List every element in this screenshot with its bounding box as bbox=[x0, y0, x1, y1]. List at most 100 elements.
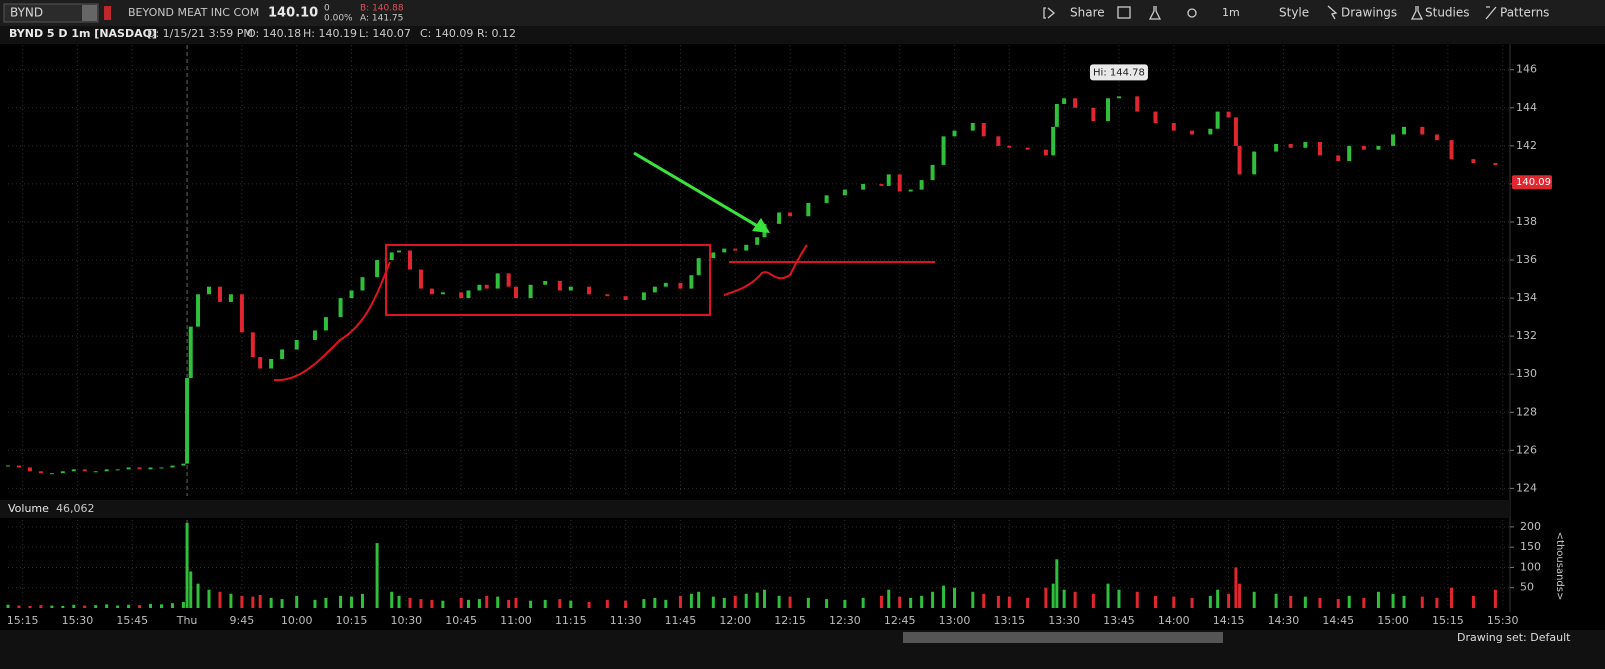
button[interactable]: Studies bbox=[1425, 6, 1470, 20]
info: D: 1/15/21 3:59 PM bbox=[147, 27, 253, 40]
volume-bar bbox=[1051, 583, 1055, 608]
candle bbox=[1233, 117, 1238, 146]
x-tick-label: 10:15 bbox=[336, 614, 368, 627]
volume-bar bbox=[825, 599, 829, 608]
volume-bar bbox=[1135, 591, 1139, 608]
candle bbox=[159, 467, 164, 469]
candle bbox=[1208, 128, 1213, 135]
volume-bar bbox=[441, 600, 445, 608]
info-bar bbox=[0, 26, 1605, 44]
candle bbox=[170, 465, 175, 468]
volume-bar bbox=[920, 595, 924, 608]
x-tick-label: 11:15 bbox=[555, 614, 587, 627]
drawing-curve bbox=[273, 261, 391, 382]
volume-bar bbox=[744, 593, 748, 608]
candle bbox=[1043, 149, 1048, 156]
candle bbox=[1274, 143, 1279, 152]
candle bbox=[1091, 107, 1096, 122]
chart-title: BYND 5 D 1m [NASDAQ] bbox=[9, 27, 157, 40]
volume-bar bbox=[1318, 597, 1322, 608]
volume-bar bbox=[587, 601, 591, 608]
candle bbox=[16, 465, 21, 468]
volume-bar bbox=[642, 599, 646, 608]
candle bbox=[440, 292, 445, 295]
volume-bar bbox=[879, 595, 883, 608]
candle bbox=[360, 277, 365, 291]
volume-bar bbox=[569, 600, 573, 608]
button[interactable]: Drawings bbox=[1341, 6, 1397, 20]
volume-bar bbox=[777, 595, 781, 608]
candle bbox=[1252, 151, 1257, 175]
candle bbox=[952, 130, 957, 137]
volume-bar bbox=[116, 605, 120, 608]
scrollbar[interactable] bbox=[903, 632, 1223, 643]
candle bbox=[1073, 98, 1078, 108]
candle bbox=[897, 174, 902, 192]
volume-bar bbox=[459, 597, 463, 608]
volume-bar bbox=[1190, 597, 1194, 608]
volume-bar bbox=[507, 599, 511, 608]
button[interactable]: Patterns bbox=[1500, 6, 1549, 20]
volume-bar bbox=[295, 595, 299, 608]
candle bbox=[744, 244, 749, 251]
x-tick-label: 13:00 bbox=[939, 614, 971, 627]
candle bbox=[185, 378, 190, 464]
x-tick-label: 14:30 bbox=[1268, 614, 1300, 627]
candle bbox=[981, 123, 986, 137]
last-price-label: 140.09 bbox=[1516, 177, 1551, 188]
candle bbox=[1376, 145, 1381, 150]
candle bbox=[1347, 145, 1352, 162]
volume-bar bbox=[1091, 593, 1095, 608]
candle bbox=[389, 252, 394, 261]
symbol-dropdown[interactable] bbox=[82, 5, 97, 21]
volume-bar bbox=[485, 595, 489, 608]
toolbar bbox=[0, 0, 1605, 26]
volume-bar bbox=[50, 605, 54, 608]
candle bbox=[312, 330, 317, 340]
candle bbox=[1025, 147, 1030, 150]
x-tick-label: 12:00 bbox=[719, 614, 751, 627]
y-tick-label: 128 bbox=[1516, 405, 1537, 418]
volume-bar bbox=[543, 599, 547, 608]
volume-title: Volume bbox=[8, 502, 49, 515]
x-tick-label: 10:45 bbox=[445, 614, 477, 627]
candle bbox=[652, 286, 657, 293]
volume-bar bbox=[1471, 595, 1475, 608]
candle bbox=[148, 467, 153, 470]
x-tick-label: 12:15 bbox=[774, 614, 806, 627]
button[interactable]: Style bbox=[1279, 6, 1309, 20]
button[interactable]: Share bbox=[1070, 6, 1105, 20]
candle bbox=[228, 294, 233, 302]
button[interactable]: 1m bbox=[1222, 6, 1240, 19]
candle bbox=[930, 164, 935, 181]
candle bbox=[1237, 145, 1242, 175]
volume-bar bbox=[1252, 591, 1256, 608]
candle bbox=[323, 317, 328, 331]
info: O: 140.18 bbox=[247, 27, 301, 40]
candle bbox=[407, 250, 412, 270]
candle bbox=[605, 294, 610, 297]
hi-label-box bbox=[1089, 64, 1148, 81]
candle bbox=[495, 273, 500, 289]
candle bbox=[1226, 111, 1231, 118]
candle bbox=[919, 180, 924, 190]
candle bbox=[623, 296, 628, 300]
last-price: 140.10 bbox=[268, 6, 318, 21]
volume-bar bbox=[280, 599, 284, 608]
volume-bar bbox=[1362, 597, 1366, 608]
volume-bar bbox=[953, 587, 957, 608]
volume-bar bbox=[733, 595, 737, 608]
volume-bar bbox=[529, 600, 533, 608]
volume-bar bbox=[887, 589, 891, 608]
volume-bar bbox=[1376, 591, 1380, 608]
candle bbox=[996, 136, 1001, 146]
volume-bar bbox=[762, 589, 766, 608]
candle bbox=[115, 469, 120, 471]
candle bbox=[269, 358, 274, 369]
candle bbox=[824, 195, 829, 203]
volume-bar bbox=[1391, 593, 1395, 608]
candle bbox=[1317, 142, 1322, 156]
volume-bar bbox=[170, 603, 174, 608]
symbol-box[interactable] bbox=[3, 3, 99, 23]
